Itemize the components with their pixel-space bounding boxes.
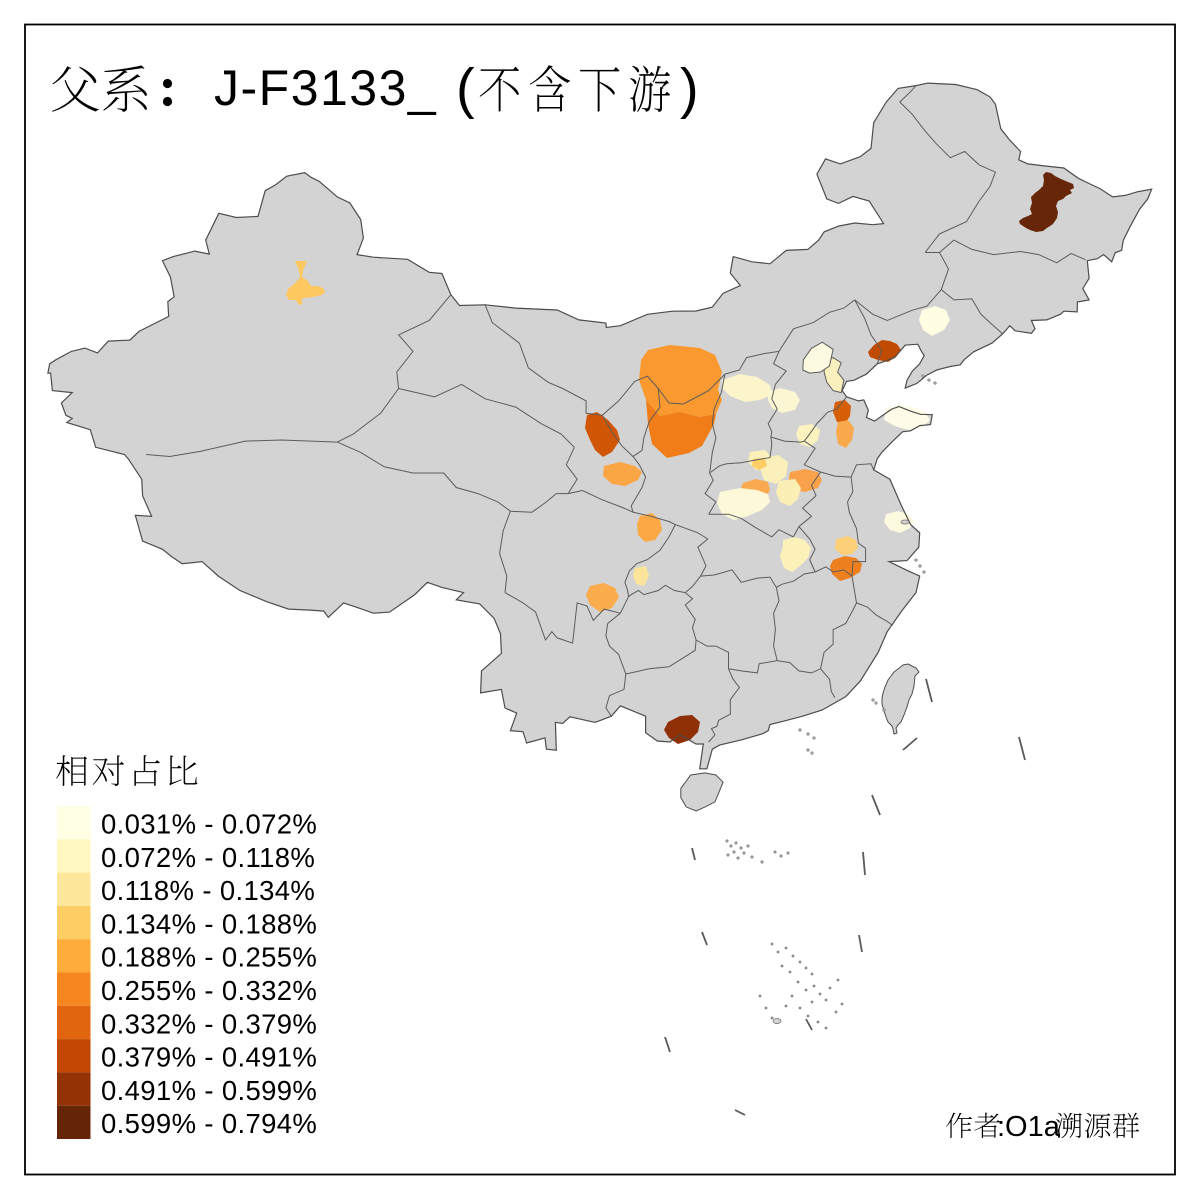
svg-text:0.031% - 0.072%: 0.031% - 0.072% bbox=[101, 809, 317, 840]
svg-text:0.134% - 0.188%: 0.134% - 0.188% bbox=[101, 908, 317, 939]
svg-text:0.491% - 0.599%: 0.491% - 0.599% bbox=[101, 1075, 317, 1106]
svg-text:0.379% - 0.491%: 0.379% - 0.491% bbox=[101, 1042, 317, 1073]
svg-text:J-F3133_: J-F3133_ bbox=[214, 60, 437, 116]
svg-text:0.118% - 0.134%: 0.118% - 0.134% bbox=[101, 875, 315, 906]
svg-text:0.072% - 0.118%: 0.072% - 0.118% bbox=[101, 842, 315, 873]
svg-text:0.332% - 0.379%: 0.332% - 0.379% bbox=[101, 1008, 317, 1039]
svg-text:0.188% - 0.255%: 0.188% - 0.255% bbox=[101, 942, 317, 973]
svg-text::O1a: :O1a bbox=[997, 1111, 1061, 1143]
svg-text:0.599% - 0.794%: 0.599% - 0.794% bbox=[101, 1108, 317, 1139]
svg-text:(: ( bbox=[456, 57, 475, 120]
svg-text:): ) bbox=[680, 57, 699, 120]
svg-text:0.255% - 0.332%: 0.255% - 0.332% bbox=[101, 975, 317, 1006]
